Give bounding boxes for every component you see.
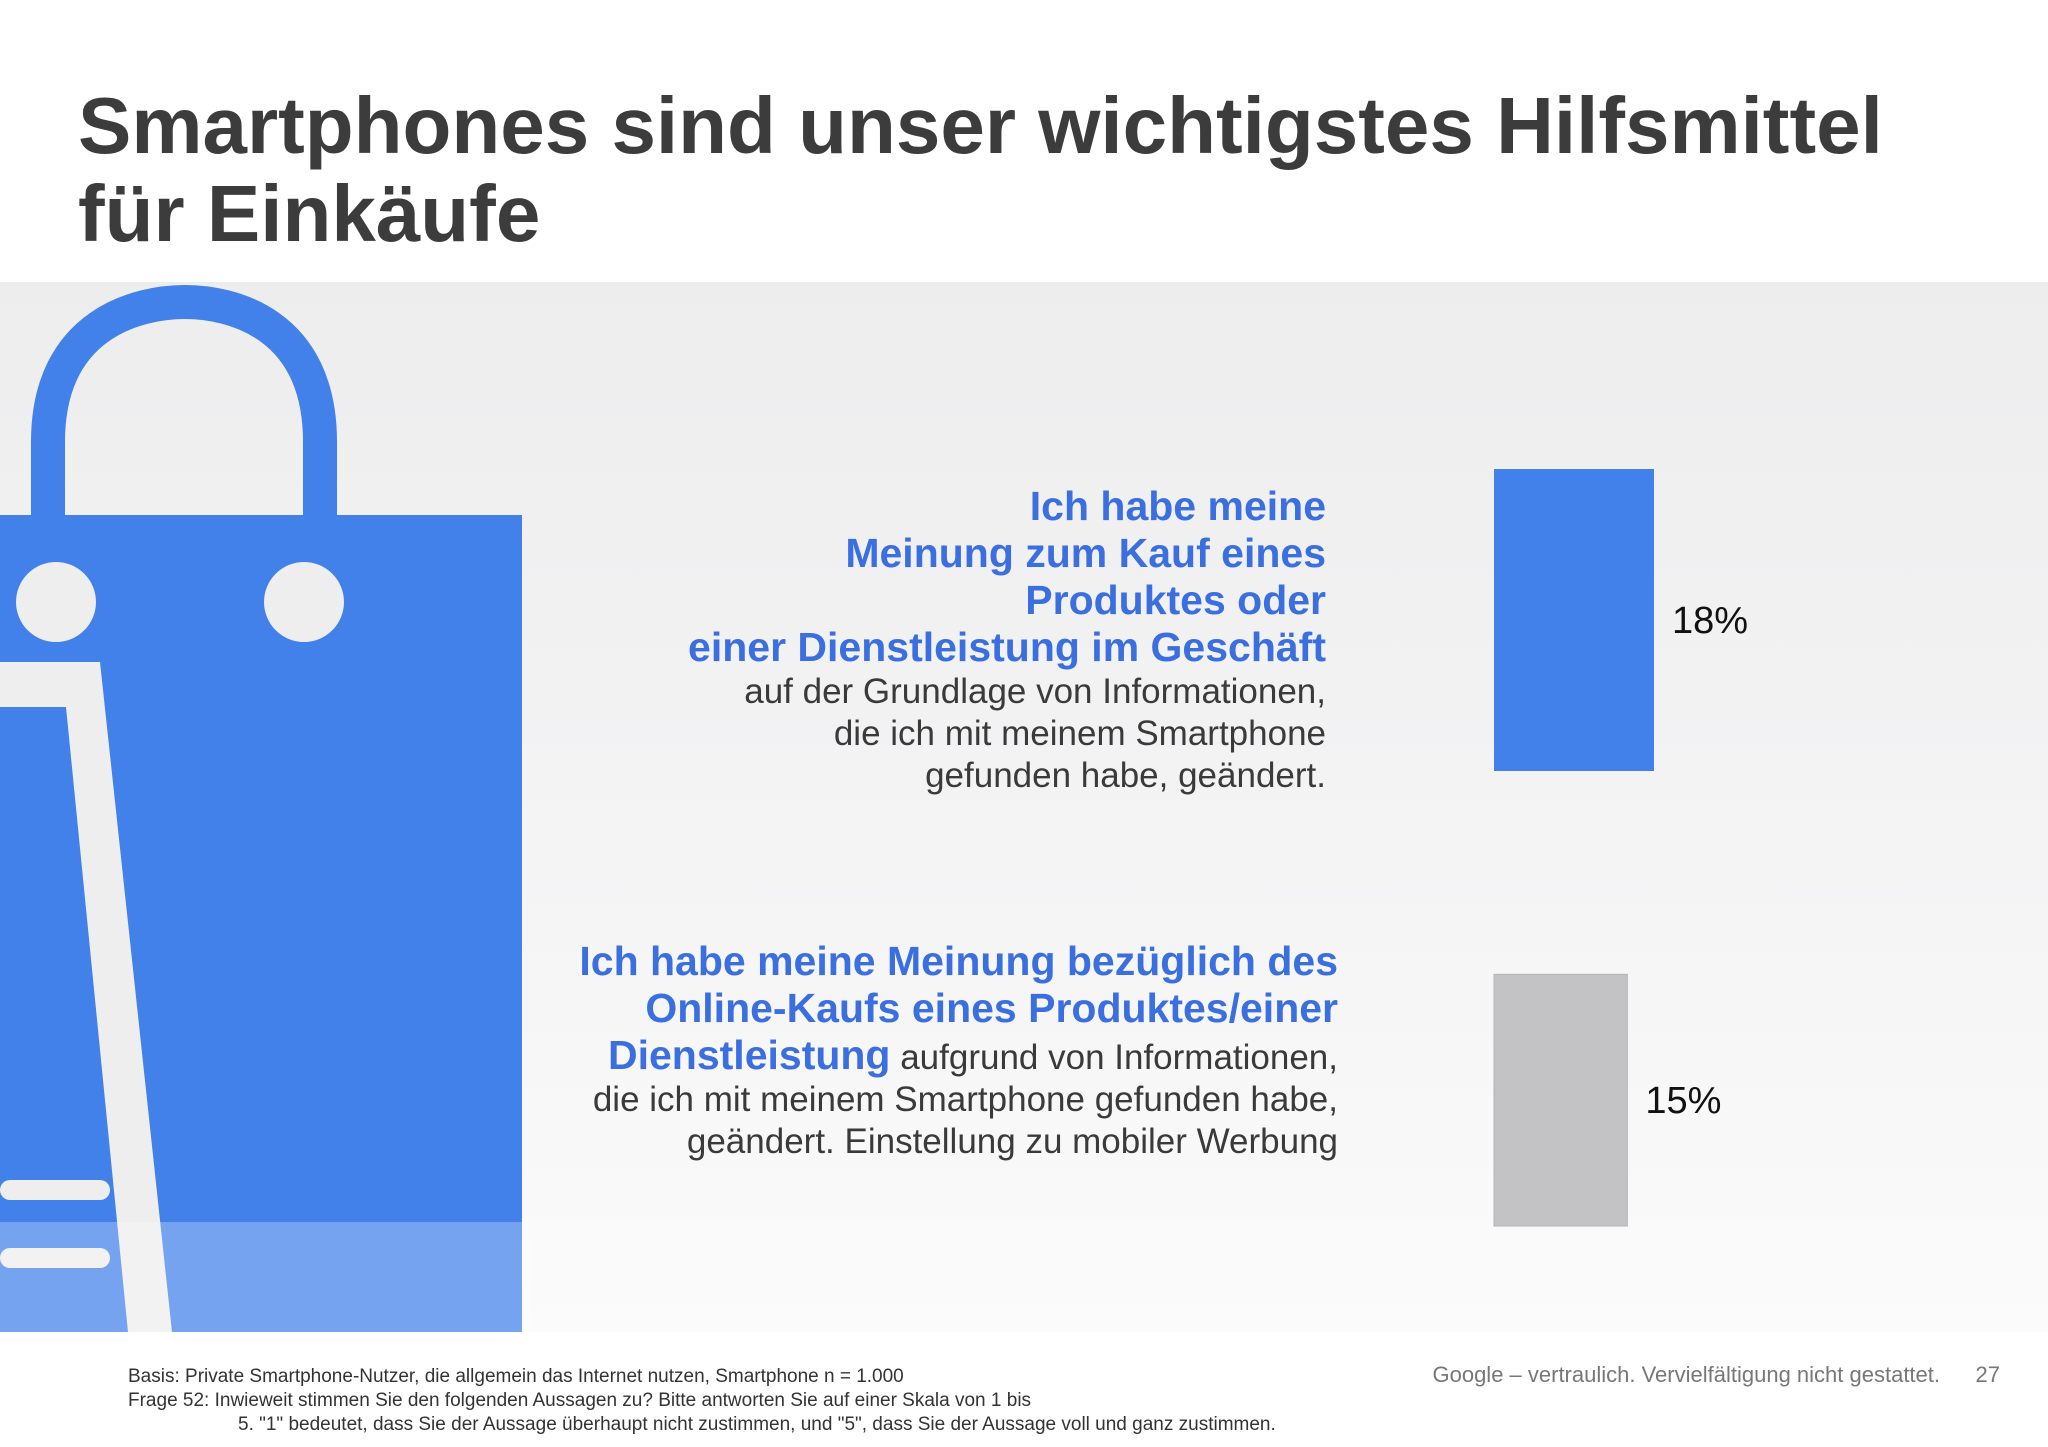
statement-2-line-3: Dienstleistung aufgrund von Informatione… bbox=[440, 1032, 1338, 1079]
bar-1 bbox=[1494, 469, 1654, 771]
statement-1-line-7: gefunden habe, geändert. bbox=[925, 756, 1326, 795]
footnote-line-1: Basis: Private Smartphone-Nutzer, die al… bbox=[128, 1366, 904, 1387]
statement-1-line-5: auf der Grundlage von Informationen, bbox=[744, 672, 1326, 711]
statement-2-line-1: Ich habe meine Meinung bezüglich des bbox=[579, 938, 1338, 984]
statement-2-line-5: geändert. Einstellung zu mobiler Werbung bbox=[686, 1122, 1338, 1161]
statement-1: Ich habe meine Meinung zum Kauf eines Pr… bbox=[440, 483, 1326, 797]
statement-1-highlight-line-3: Produktes oder bbox=[1025, 577, 1326, 623]
statement-1-highlight-line-2: Meinung zum Kauf eines bbox=[845, 530, 1326, 576]
page-title: Smartphones sind unser wichtigstes Hilfs… bbox=[78, 81, 1883, 258]
statement-2-line-3-rest: aufgrund von Informationen, bbox=[890, 1038, 1338, 1077]
bar-2-value-label: 15% bbox=[1645, 1080, 1721, 1122]
footnote: Basis: Private Smartphone-Nutzer, die al… bbox=[128, 1365, 1528, 1437]
confidentiality-notice: Google – vertraulich. Vervielfältigung n… bbox=[1432, 1362, 1940, 1387]
statement-1-highlight-line-1: Ich habe meine bbox=[1029, 483, 1326, 529]
statement-2-line-3-highlight: Dienstleistung bbox=[608, 1032, 891, 1078]
bar-1-value-label: 18% bbox=[1672, 600, 1748, 642]
shopping-bag-icon bbox=[0, 284, 530, 1332]
footnote-line-3: 5. "1" bedeutet, dass Sie der Aussage üb… bbox=[238, 1414, 1276, 1435]
statement-2-line-2: Online-Kaufs eines Produktes/einer bbox=[645, 985, 1338, 1031]
statement-2: Ich habe meine Meinung bezüglich des Onl… bbox=[440, 938, 1338, 1163]
page-number: 27 bbox=[1975, 1362, 2000, 1387]
footnote-line-2: Frage 52: Inwieweit stimmen Sie den folg… bbox=[128, 1390, 1032, 1411]
statement-1-highlight-line-4: einer Dienstleistung im Geschäft bbox=[688, 624, 1326, 670]
statement-2-line-4: die ich mit meinem Smartphone gefunden h… bbox=[592, 1080, 1338, 1119]
statement-1-line-6: die ich mit meinem Smartphone bbox=[833, 714, 1326, 753]
bar-2 bbox=[1493, 973, 1628, 1227]
